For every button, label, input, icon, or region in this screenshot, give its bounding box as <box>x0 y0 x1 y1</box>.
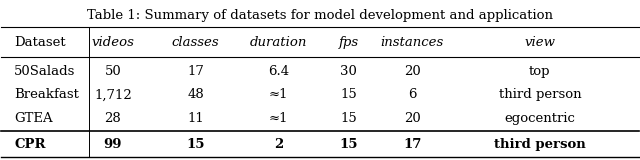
Text: ≈1: ≈1 <box>269 88 289 101</box>
Text: 15: 15 <box>340 112 357 125</box>
Text: Breakfast: Breakfast <box>14 88 79 101</box>
Text: top: top <box>529 65 550 78</box>
Text: 17: 17 <box>403 138 422 151</box>
Text: 15: 15 <box>340 88 357 101</box>
Text: CPR: CPR <box>14 138 45 151</box>
Text: egocentric: egocentric <box>504 112 575 125</box>
Text: 15: 15 <box>339 138 358 151</box>
Text: Table 1: Summary of datasets for model development and application: Table 1: Summary of datasets for model d… <box>87 9 553 22</box>
Text: 2: 2 <box>274 138 284 151</box>
Text: videos: videos <box>92 36 134 49</box>
Text: fps: fps <box>339 36 359 49</box>
Text: duration: duration <box>250 36 307 49</box>
Text: third person: third person <box>494 138 586 151</box>
Text: 11: 11 <box>188 112 204 125</box>
Text: 1,712: 1,712 <box>94 88 132 101</box>
Text: 20: 20 <box>404 112 420 125</box>
Text: GTEA: GTEA <box>14 112 52 125</box>
Text: 99: 99 <box>104 138 122 151</box>
Text: 15: 15 <box>186 138 205 151</box>
Text: 50: 50 <box>104 65 121 78</box>
Text: view: view <box>524 36 556 49</box>
Text: 6: 6 <box>408 88 417 101</box>
Text: 48: 48 <box>188 88 204 101</box>
Text: 50Salads: 50Salads <box>14 65 76 78</box>
Text: 17: 17 <box>188 65 204 78</box>
Text: 28: 28 <box>104 112 121 125</box>
Text: Dataset: Dataset <box>14 36 66 49</box>
Text: instances: instances <box>381 36 444 49</box>
Text: 30: 30 <box>340 65 357 78</box>
Text: classes: classes <box>172 36 220 49</box>
Text: third person: third person <box>499 88 581 101</box>
Text: 20: 20 <box>404 65 420 78</box>
Text: ≈1: ≈1 <box>269 112 289 125</box>
Text: 6.4: 6.4 <box>268 65 289 78</box>
